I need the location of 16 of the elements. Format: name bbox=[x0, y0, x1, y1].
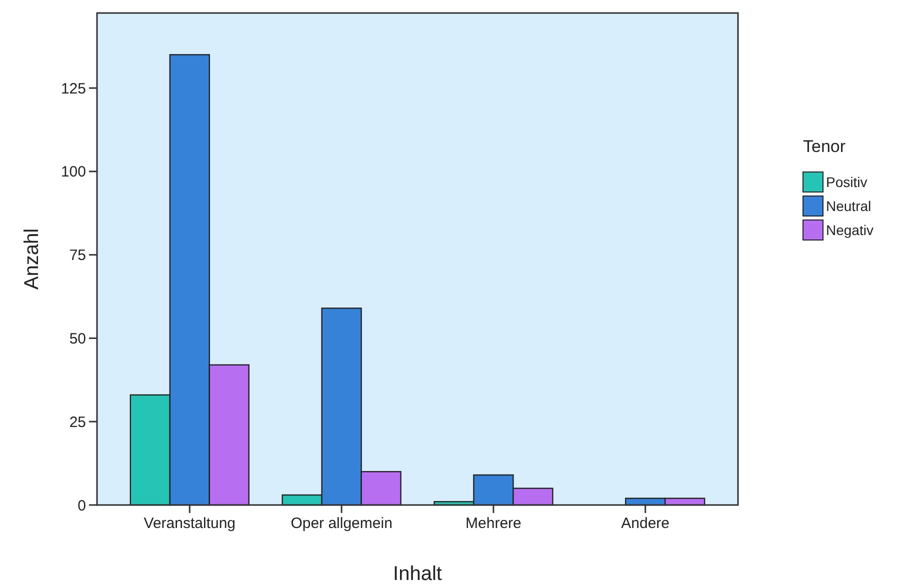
legend-label: Neutral bbox=[826, 198, 872, 214]
x-tick-label: Oper allgemein bbox=[290, 515, 392, 532]
y-axis-title: Anzahl bbox=[21, 228, 43, 290]
y-tick-label: 100 bbox=[60, 164, 86, 181]
y-tick-label: 25 bbox=[69, 414, 86, 431]
y-tick-label: 50 bbox=[69, 330, 86, 348]
y-tick-label: 75 bbox=[69, 247, 86, 264]
legend-label: Positiv bbox=[826, 174, 868, 190]
x-tick-label: Veranstaltung bbox=[144, 515, 236, 532]
legend-title: Tenor bbox=[803, 137, 846, 156]
y-tick-label: 125 bbox=[60, 80, 86, 98]
x-tick-label: Mehrere bbox=[466, 515, 522, 532]
y-tick-label: 0 bbox=[78, 497, 86, 514]
legend-label: Negativ bbox=[826, 222, 874, 238]
x-tick-label: Andere bbox=[621, 515, 670, 532]
x-axis-title: Inhalt bbox=[393, 563, 442, 585]
